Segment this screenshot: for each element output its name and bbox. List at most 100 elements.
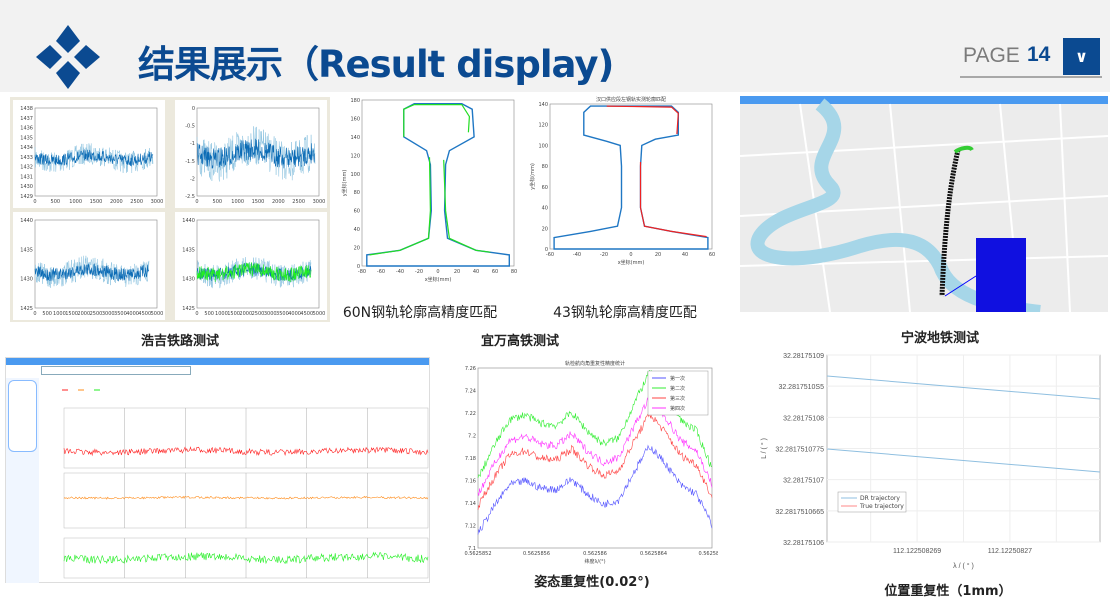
- haoji-chart-4: 0 500 1000 1500 2000 2500 3000 3500 4000 4500 5000…: [182, 218, 325, 317]
- x-axis-label: 纬度λ/(°): [584, 558, 605, 565]
- x-tick-label: 40: [682, 252, 688, 258]
- x-tick-label: 20: [655, 252, 661, 258]
- y-tick-label: 7.26: [465, 366, 476, 372]
- x-tick-label: 112.12250827: [988, 548, 1032, 555]
- y-tick-label: 32.2817510775: [775, 447, 824, 454]
- y-tick-label: 140: [538, 102, 548, 108]
- x-tick-label: 3500: [114, 311, 127, 317]
- app-series-line: [63, 551, 429, 565]
- x-tick-label: 2500: [292, 199, 305, 205]
- x-tick-label: 2000: [239, 311, 252, 317]
- measured-profile-line: [639, 162, 707, 238]
- inspection-app-window: [5, 357, 430, 583]
- channel-sidebar: [6, 378, 39, 583]
- x-tick-label: 500: [42, 311, 52, 317]
- y-tick-label: 20: [542, 226, 548, 232]
- app-series-line: [63, 495, 429, 500]
- y-tick-label: 120: [350, 153, 360, 159]
- x-tick-label: -40: [573, 252, 581, 258]
- plot-area: [549, 103, 713, 250]
- position-chart: 32.28175109 32.2817510S5 32.28175108 32.281…: [760, 353, 1101, 570]
- y-tick-label: 7.1: [468, 546, 476, 552]
- x-tick-label: 0.5625856: [523, 551, 550, 557]
- y-tick-label: 1440: [182, 218, 195, 224]
- x-tick-label: 60: [492, 269, 498, 275]
- series-line: [477, 412, 713, 510]
- x-tick-label: 5000: [151, 311, 164, 317]
- x-tick-label: 2500: [130, 199, 143, 205]
- x-tick-label: -20: [415, 269, 423, 275]
- x-tick-label: -60: [546, 252, 554, 258]
- x-tick-label: 1500: [90, 199, 103, 205]
- x-tick-label: 0.5625852: [464, 551, 491, 557]
- x-tick-label: 2500: [90, 311, 103, 317]
- y-tick-label: 60: [354, 209, 360, 215]
- line-select-dropdown[interactable]: [41, 366, 191, 375]
- legend-label: 第三次: [670, 395, 685, 402]
- slide-header: [0, 0, 1110, 92]
- position-caption: 位置重复性（1mm）: [884, 584, 1012, 599]
- y-tick-label: 1430: [20, 184, 33, 190]
- x-tick-label: 1500: [227, 311, 240, 317]
- legend-label: 第一次: [670, 375, 685, 382]
- measured-profile-line: [606, 105, 679, 135]
- x-tick-label: 112.122508269: [893, 548, 941, 555]
- dr-trajectory-line: [826, 375, 1101, 400]
- x-tick-label: 1000: [69, 199, 82, 205]
- series-line-light: [196, 126, 316, 182]
- app-series-line: [63, 446, 429, 457]
- legend-label: 第四次: [670, 405, 685, 412]
- series-line: [477, 393, 713, 496]
- series-line-light: [34, 255, 150, 288]
- y-tick-label: 1436: [20, 126, 33, 132]
- ningbo-map[interactable]: [740, 96, 1108, 312]
- haoji-caption: 浩吉铁路测试: [140, 334, 220, 349]
- measured-profile-line: [403, 104, 471, 137]
- x-tick-label: -80: [358, 269, 366, 275]
- y-tick-label: 120: [538, 123, 548, 129]
- y-tick-label: 0: [357, 264, 360, 270]
- rail-60n-chart: -80 -60 -40 -20 0 20 40 60 80 180 160 140 120 100 80 60…: [341, 98, 517, 282]
- x-tick-label: 1500: [252, 199, 265, 205]
- chart-title: 轨检航向角重复性精度统计: [565, 360, 625, 367]
- x-tick-label: 1000: [215, 311, 228, 317]
- y-tick-label: 40: [354, 227, 360, 233]
- app-titlebar: [6, 358, 429, 365]
- x-axis-label: x坐标(mm): [425, 276, 452, 282]
- y-tick-label: 32.28175107: [783, 478, 824, 485]
- x-tick-label: 0: [195, 199, 198, 205]
- chart-title: 汉口供应段左钢轨实测轮廓匹配: [596, 96, 666, 103]
- y-tick-label: -0.5: [185, 124, 195, 130]
- legend-label: 第二次: [670, 385, 685, 392]
- measured-profile-line: [443, 159, 491, 253]
- plot-area: [361, 99, 515, 267]
- page-title: 结果展示（Result display): [138, 43, 614, 86]
- y-tick-label: 100: [538, 143, 548, 149]
- y-tick-label: 1425: [20, 306, 33, 312]
- map-titlebar: [740, 96, 1108, 104]
- series-line-light: [34, 143, 154, 174]
- y-tick-label: 32.28175108: [783, 415, 824, 422]
- y-tick-label: 0: [545, 247, 548, 253]
- x-tick-label: -60: [377, 269, 385, 275]
- page-label: PAGE: [963, 44, 1020, 67]
- y-tick-label: 32.28175106: [783, 540, 824, 547]
- attitude-chart: 0.5625852 0.5625856 0.562586 0.5625864 0.562…: [464, 360, 718, 565]
- haoji-chart-panel: 0 500 1000 1500 2000 2500 3000 1438 1437 1436 1435…: [10, 97, 330, 322]
- next-page-button[interactable]: ∨: [1063, 38, 1100, 75]
- series-line: [34, 148, 154, 167]
- x-tick-label: 0: [33, 311, 36, 317]
- y-tick-label: 140: [350, 135, 360, 141]
- x-tick-label: 4000: [126, 311, 139, 317]
- y-tick-label: 80: [542, 164, 548, 170]
- channel-checkbox-list[interactable]: [8, 380, 37, 452]
- x-tick-label: 20: [454, 269, 460, 275]
- x-tick-label: 80: [511, 269, 517, 275]
- y-tick-label: 1430: [182, 277, 195, 283]
- y-tick-label: 1438: [20, 106, 33, 112]
- x-tick-label: 40: [473, 269, 479, 275]
- y-tick-label: 7.12: [465, 524, 476, 530]
- x-tick-label: 4000: [288, 311, 301, 317]
- y-axis-label: L / ( ° ): [760, 438, 768, 459]
- plot-area: [196, 219, 320, 309]
